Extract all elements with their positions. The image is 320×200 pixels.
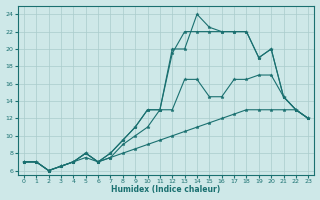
X-axis label: Humidex (Indice chaleur): Humidex (Indice chaleur): [111, 185, 221, 194]
